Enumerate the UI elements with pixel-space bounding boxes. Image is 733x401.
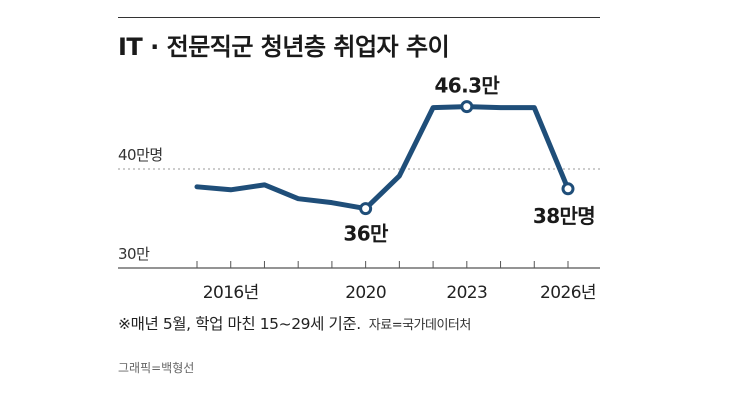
data-point-marker [561, 182, 575, 196]
source-note: 자료=국가데이터처 [368, 318, 472, 333]
y-gridline-label: 40만명 [118, 146, 163, 164]
data-label: 46.3만 [434, 74, 500, 98]
chart-title: IT · 전문직군 청년층 취업자 추이 [118, 33, 450, 61]
data-label: 36만 [343, 222, 389, 246]
data-label: 38만명 [533, 204, 595, 228]
data-point-marker [359, 202, 373, 216]
data-point-marker [460, 100, 474, 114]
graphic-credit: 그래픽=백형선 [118, 361, 195, 375]
y-gridline-label: 30만 [118, 245, 150, 263]
footnote-text: ※매년 5월, 학업 마친 15~29세 기준. [118, 315, 361, 333]
x-tick-label: 2016년 [203, 283, 259, 303]
footnote: ※매년 5월, 학업 마친 15~29세 기준. 자료=국가데이터처 [118, 312, 471, 334]
x-tick-label: 2020 [345, 283, 386, 303]
x-tick-label: 2023 [446, 283, 487, 303]
title-top-rule [118, 17, 600, 18]
x-tick-label: 2026년 [540, 283, 596, 303]
series-line [194, 104, 571, 212]
